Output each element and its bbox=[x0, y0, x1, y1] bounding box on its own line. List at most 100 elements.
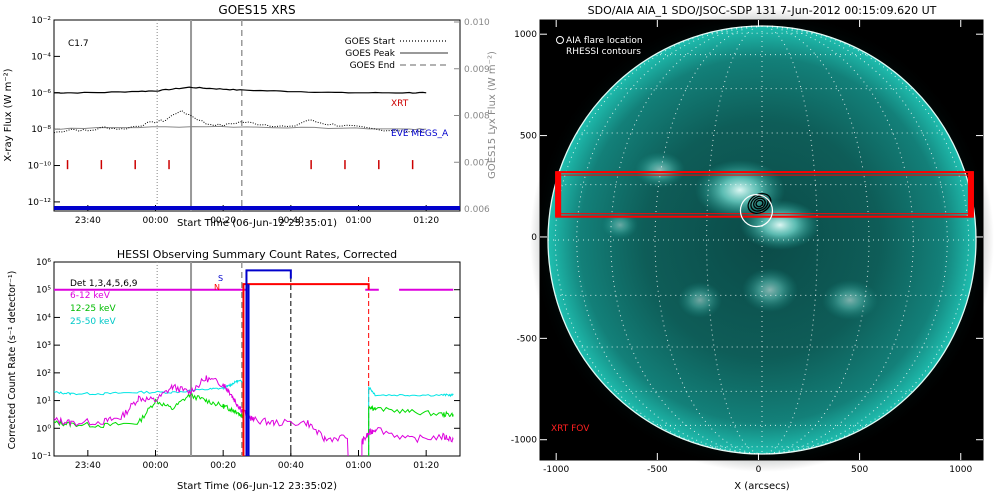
xrt-marks bbox=[66, 160, 414, 170]
hessi-y-tick-label: 10⁵ bbox=[36, 286, 51, 296]
grid-longitude bbox=[554, 25, 763, 455]
hessi-12-25-series bbox=[54, 392, 454, 456]
goes-y-tick-label: 10⁻⁸ bbox=[31, 125, 51, 135]
hessi-y-ticks: 10⁶ 10⁵ 10⁴ 10³ 10² 10¹ 10⁰ 10⁻¹ bbox=[31, 258, 460, 462]
hessi-y-tick-label: 10⁴ bbox=[36, 313, 51, 323]
goes-y-tick-label: 10⁻¹⁰ bbox=[28, 162, 52, 172]
aia-panel: SDO/AIA AIA_1 SDO/JSOC-SDP 131 7-Jun-201… bbox=[511, 4, 994, 492]
grid-longitude bbox=[654, 25, 763, 455]
legend-goes-end: GOES End bbox=[350, 61, 395, 71]
aia-flare-location-marker bbox=[739, 193, 774, 228]
active-region-center bbox=[742, 268, 798, 312]
hessi-y-tick-label: 10¹ bbox=[36, 397, 51, 407]
hessi-y-tick-label: 10⁰ bbox=[36, 424, 51, 434]
heliographic-grid bbox=[548, 25, 976, 455]
goes-y2-tick-label: 0.006 bbox=[464, 205, 490, 215]
aia-x-tick-label: 1000 bbox=[949, 465, 972, 475]
hessi-x-tick-label: 01:20 bbox=[413, 461, 439, 471]
goes-long-series bbox=[54, 86, 427, 94]
legend-goes-start: GOES Start bbox=[345, 37, 396, 47]
aia-legend-flare: AIA flare location bbox=[566, 36, 643, 46]
goes-plot-frame bbox=[53, 19, 461, 212]
goes-class-label: C1.7 bbox=[68, 39, 89, 49]
goes-legend: GOES Start GOES Peak GOES End bbox=[345, 37, 448, 71]
hessi-x-tick-label: 00:00 bbox=[143, 461, 169, 471]
goes-y2-tick-label: 0.010 bbox=[464, 18, 490, 28]
hessi-det-label: Det 1,3,4,5,6,9 bbox=[70, 279, 138, 289]
goes-short-series bbox=[54, 109, 427, 134]
aia-x-tick-label: 500 bbox=[851, 465, 868, 475]
xrt-fov-edge-left bbox=[555, 172, 562, 217]
hessi-panel: HESSI Observing Summary Count Rates, Cor… bbox=[7, 248, 461, 492]
aia-y-tick-label: 0 bbox=[531, 233, 537, 243]
hessi-x-tick-label: 00:20 bbox=[210, 461, 236, 471]
aia-xlabel: X (arcsecs) bbox=[734, 481, 790, 492]
goes-x-tick-label: 00:40 bbox=[278, 216, 304, 226]
hessi-title: HESSI Observing Summary Count Rates, Cor… bbox=[117, 248, 397, 261]
aia-y-ticks: 1000 500 0 -500 -1000 bbox=[511, 30, 983, 446]
goes-xrs-panel: GOES15 XRS C1.7 10⁻²10⁻⁴10⁻⁶10⁻⁸10⁻¹⁰10⁻… bbox=[3, 3, 498, 229]
goes-x-tick-label: 01:20 bbox=[413, 216, 439, 226]
goes-y-tick-label: 10⁻⁶ bbox=[31, 89, 51, 99]
hessi-y-tick-label: 10³ bbox=[36, 341, 51, 351]
hessi-x-tick-label: 01:00 bbox=[346, 461, 372, 471]
legend-flare-symbol bbox=[556, 36, 564, 44]
grid-longitude bbox=[761, 25, 818, 455]
goes-y-tick-label: 10⁻⁴ bbox=[31, 52, 51, 62]
hessi-y-tick-label: 10⁶ bbox=[36, 258, 51, 268]
goes-x-tick-label: 23:40 bbox=[75, 216, 101, 226]
rhessi-contour bbox=[747, 193, 772, 214]
xrt-series-label: XRT bbox=[391, 99, 409, 109]
aia-xrt-fov-label: XRT FOV bbox=[551, 424, 590, 434]
hessi-n-flag bbox=[242, 283, 370, 456]
hessi-x-ticks: 23:40 00:00 00:20 00:40 01:00 01:20 bbox=[75, 450, 439, 471]
aia-y-tick-label: -500 bbox=[517, 334, 538, 344]
hessi-ylabel: Corrected Count Rate (s⁻¹ detector⁻¹) bbox=[7, 271, 18, 450]
legend-goes-peak: GOES Peak bbox=[345, 49, 395, 59]
hessi-legend-6-12: 6-12 keV bbox=[70, 291, 111, 301]
aia-y-tick-label: 500 bbox=[520, 132, 537, 142]
goes-y-tick-label: 10⁻² bbox=[31, 16, 51, 26]
aia-x-tick-label: -1000 bbox=[543, 465, 569, 475]
hessi-plot-frame bbox=[53, 261, 461, 457]
hessi-legend-12-25: 12-25 keV bbox=[70, 304, 116, 314]
grid-longitude bbox=[761, 25, 970, 455]
grid-longitude bbox=[761, 25, 870, 455]
goes-lyman-series bbox=[54, 125, 427, 131]
hessi-s-label: S bbox=[218, 274, 223, 283]
aia-plot-frame bbox=[539, 19, 984, 461]
goes-title: GOES15 XRS bbox=[218, 3, 295, 17]
goes-xlabel: Start Time (06-Jun-12 23:35:01) bbox=[177, 218, 337, 229]
hessi-25-50-series bbox=[54, 379, 454, 456]
goes-ylabel: X-ray Flux (W m⁻²) bbox=[3, 68, 14, 161]
goes-y2-tick-label: 0.009 bbox=[464, 65, 490, 75]
aia-y-tick-label: 1000 bbox=[514, 30, 537, 40]
goes-y-ticks: 10⁻² 10⁻⁴ 10⁻⁶ 10⁻⁸ 10⁻¹⁰ 10⁻¹² bbox=[28, 16, 60, 208]
aia-x-tick-label: -500 bbox=[647, 465, 668, 475]
rhessi-contour bbox=[755, 199, 764, 208]
aia-legend-rhessi: RHESSI contours bbox=[566, 47, 641, 57]
hessi-x-tick-label: 23:40 bbox=[75, 461, 101, 471]
grid-longitude bbox=[706, 25, 763, 455]
goes-y-tick-label: 10⁻¹² bbox=[28, 198, 52, 208]
active-region-west bbox=[635, 152, 685, 188]
goes-y2-tick-label: 0.007 bbox=[464, 158, 490, 168]
aia-x-ticks: -1000 -500 0 500 1000 bbox=[543, 20, 972, 475]
active-region-southwest bbox=[678, 282, 722, 318]
hessi-xlabel: Start Time (06-Jun-12 23:35:02) bbox=[177, 481, 337, 492]
aia-x-tick-label: 0 bbox=[756, 465, 762, 475]
hessi-x-tick-label: 00:40 bbox=[278, 461, 304, 471]
xrt-fov-edge-right bbox=[967, 172, 974, 217]
goes-x-tick-label: 00:20 bbox=[210, 216, 236, 226]
active-region-southeast bbox=[822, 280, 878, 320]
hessi-legend-25-50: 25-50 keV bbox=[70, 317, 116, 327]
goes-ylabel-right: GOES15 Lyx Flux (W m⁻²) bbox=[487, 51, 498, 179]
hessi-y-tick-label: 10² bbox=[36, 369, 51, 379]
goes-x-tick-label: 01:00 bbox=[346, 216, 372, 226]
aia-y-tick-label: -1000 bbox=[511, 436, 537, 446]
eve-series-label: EVE MEGS_A bbox=[391, 129, 449, 139]
hessi-y-tick-label: 10⁻¹ bbox=[31, 452, 51, 462]
goes-x-tick-label: 00:00 bbox=[143, 216, 169, 226]
rhessi-contour bbox=[753, 197, 766, 210]
